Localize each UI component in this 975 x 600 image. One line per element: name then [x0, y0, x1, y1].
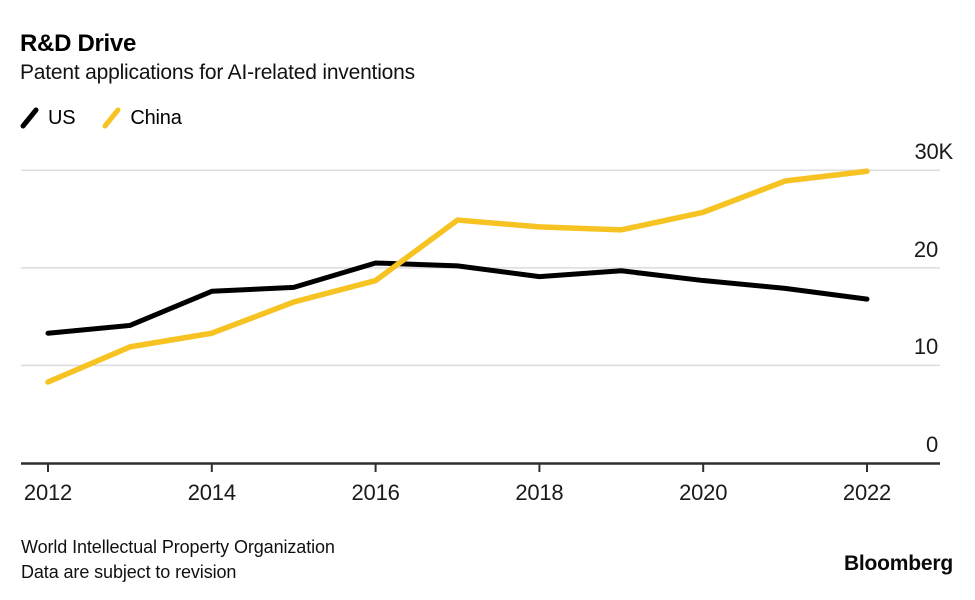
y-axis-label: 20 — [913, 236, 938, 262]
x-axis-label: 2018 — [515, 480, 564, 505]
chart-title: R&D Drive — [20, 30, 136, 57]
source-line-1: World Intellectual Property Organization — [21, 537, 335, 557]
source-note: World Intellectual Property Organization… — [21, 535, 335, 585]
x-axis-label: 2016 — [351, 480, 400, 505]
y-axis-label: 30K — [914, 139, 953, 165]
x-axis-label: 2014 — [187, 480, 236, 505]
source-line-2: Data are subject to revision — [21, 562, 237, 582]
legend: US China — [20, 106, 182, 130]
bloomberg-logo: Bloomberg — [843, 552, 953, 575]
y-axis-label: 10 — [913, 334, 938, 360]
x-axis-label: 2022 — [842, 480, 892, 505]
china-data-line — [45, 168, 870, 385]
y-axis-label: 0 — [925, 432, 938, 457]
legend-item-china: China — [102, 106, 182, 130]
x-axis-label: 2012 — [23, 480, 73, 505]
x-axis-label: 2020 — [679, 480, 728, 505]
us-line-swatch-icon — [20, 107, 39, 129]
us-data-line — [45, 260, 870, 336]
china-line-swatch-icon — [102, 107, 121, 129]
chart-subtitle: Patent applications for AI-related inven… — [20, 61, 415, 84]
legend-label-us: US — [48, 106, 76, 129]
legend-item-us: US — [20, 106, 76, 130]
legend-label-china: China — [130, 106, 182, 129]
